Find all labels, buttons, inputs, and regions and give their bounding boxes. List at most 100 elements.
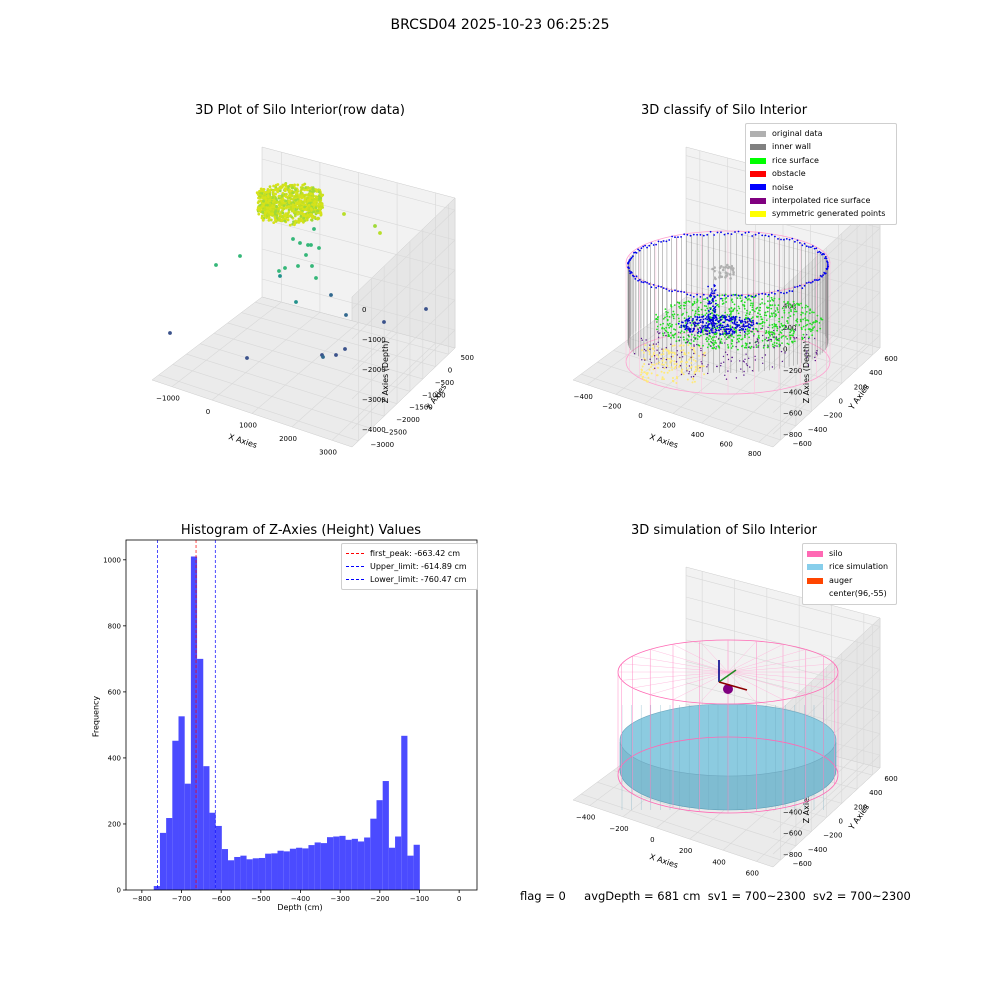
- cls-original-point: [721, 268, 725, 272]
- cls-interp-point: [771, 333, 773, 335]
- cls-rice-point: [708, 343, 710, 346]
- cls-rice-point: [669, 325, 672, 328]
- cls-interp-point: [765, 337, 768, 339]
- legend-label: inner wall: [772, 142, 812, 152]
- cls-noise-point: [811, 280, 814, 283]
- sim-z-tick: −400: [783, 808, 802, 816]
- sv1-value: sv1 = 700~2300: [707, 889, 806, 903]
- cls-rice-point: [743, 307, 746, 310]
- cls-rice-point: [758, 309, 760, 312]
- cls-rice-point: [729, 325, 732, 327]
- raw-y-grid: [158, 374, 359, 442]
- cls-noise-point: [713, 292, 716, 294]
- cls-noise-point: [680, 290, 682, 293]
- cls-noise-point: [785, 238, 788, 240]
- raw-point: [291, 198, 295, 201]
- cls-rice-point: [785, 306, 787, 309]
- cls-noise-point: [689, 330, 692, 333]
- cls-symmetric-point: [694, 360, 697, 362]
- cls-rice-point: [696, 298, 699, 300]
- raw-point: [279, 185, 283, 189]
- cls-noise-point: [764, 293, 767, 295]
- cls-rice-point: [780, 332, 783, 334]
- raw-y-tick: −1500: [409, 404, 433, 412]
- cls-interp-point: [815, 352, 817, 354]
- cls-original-point: [728, 273, 732, 276]
- histogram-bar: [320, 843, 327, 890]
- raw-z-grid: [351, 269, 456, 370]
- cls-rice-point: [696, 338, 699, 340]
- cls-interp-point: [716, 365, 718, 368]
- cls-noise-point: [707, 324, 710, 326]
- sim-axis-y: [718, 669, 737, 683]
- cls-noise-point: [684, 320, 687, 322]
- cls-rice-point: [813, 311, 815, 314]
- cls-interp-point: [730, 360, 732, 362]
- cls-interp-point: [657, 341, 659, 343]
- cls-interp-point: [757, 342, 760, 344]
- cls-rice-point: [804, 313, 807, 315]
- cls-rice-point: [688, 335, 690, 338]
- histogram-bar: [283, 851, 290, 890]
- legend-swatch: [750, 130, 766, 137]
- cls-noise-point: [644, 281, 646, 283]
- raw-point: [256, 201, 260, 205]
- cls-interp-point: [780, 350, 783, 353]
- raw-x-label: X Axies: [227, 432, 258, 450]
- cls-interp-point: [641, 339, 643, 341]
- cls-original-point: [726, 272, 729, 275]
- cls-interp-point: [699, 367, 701, 369]
- classify-3d-plot: −400−20002004006008006004002000−200−400−…: [572, 146, 898, 458]
- raw-point: [291, 186, 294, 190]
- cls-original-point: [718, 272, 722, 275]
- cls-noise-point: [780, 238, 782, 241]
- cls-rice-point: [776, 308, 779, 311]
- cls-symmetric-point: [692, 358, 695, 361]
- cls-noise-point: [738, 324, 740, 326]
- legend-item-obstacle: obstacle: [750, 167, 892, 180]
- cls-noise-point: [714, 315, 717, 318]
- raw-point: [303, 205, 306, 209]
- cls-noise-point: [681, 321, 683, 323]
- histogram-x-tick-label: −100: [410, 895, 429, 903]
- cls-interp-point: [781, 360, 784, 363]
- raw-point: [304, 186, 308, 190]
- cls-interp-point: [763, 345, 765, 347]
- cls-interp-point: [712, 322, 714, 324]
- sim-silo-spoke: [727, 640, 757, 673]
- sim-z-tick: −800: [783, 851, 802, 859]
- cls-interp-point: [744, 334, 746, 336]
- cls-rice-point: [699, 301, 702, 304]
- cls-rice-point: [781, 329, 784, 331]
- cls-rice-point: [770, 340, 773, 342]
- cls-interp-point: [784, 326, 787, 328]
- cls-noise-point: [788, 290, 791, 292]
- raw-y-grid: [200, 343, 398, 404]
- cls-interp-point: [679, 356, 681, 359]
- cls-rice-point: [771, 298, 774, 301]
- cls-noise-point: [752, 321, 754, 324]
- cls-rice-point: [731, 345, 734, 348]
- legend-item-lower-limit: Lower_limit: -760.47 cm: [346, 573, 473, 586]
- raw-point: [263, 208, 267, 212]
- cls-noise-point: [741, 320, 744, 323]
- raw-point: [267, 195, 270, 199]
- cls-rice-point: [715, 332, 718, 335]
- cls-interp-point: [702, 354, 704, 356]
- sim-axis-x: [718, 681, 748, 691]
- cls-interp-point: [688, 373, 690, 375]
- cls-rice-point: [800, 326, 803, 329]
- cls-rice-point: [665, 313, 668, 315]
- legend-item-upper-limit: Upper_limit: -614.89 cm: [346, 560, 473, 573]
- raw-point: [269, 195, 273, 199]
- histogram-bar: [197, 658, 204, 890]
- raw-z-grid: [261, 218, 456, 271]
- cls-noise-point: [817, 251, 819, 254]
- cls-noise-point: [642, 245, 645, 248]
- cls-interp-point: [707, 332, 709, 335]
- cls-noise-point: [791, 237, 794, 240]
- cls-interp-point: [693, 327, 696, 329]
- cls-rice-point: [721, 342, 723, 344]
- cls-noise-point: [720, 297, 722, 300]
- cls-rice-point: [774, 310, 777, 312]
